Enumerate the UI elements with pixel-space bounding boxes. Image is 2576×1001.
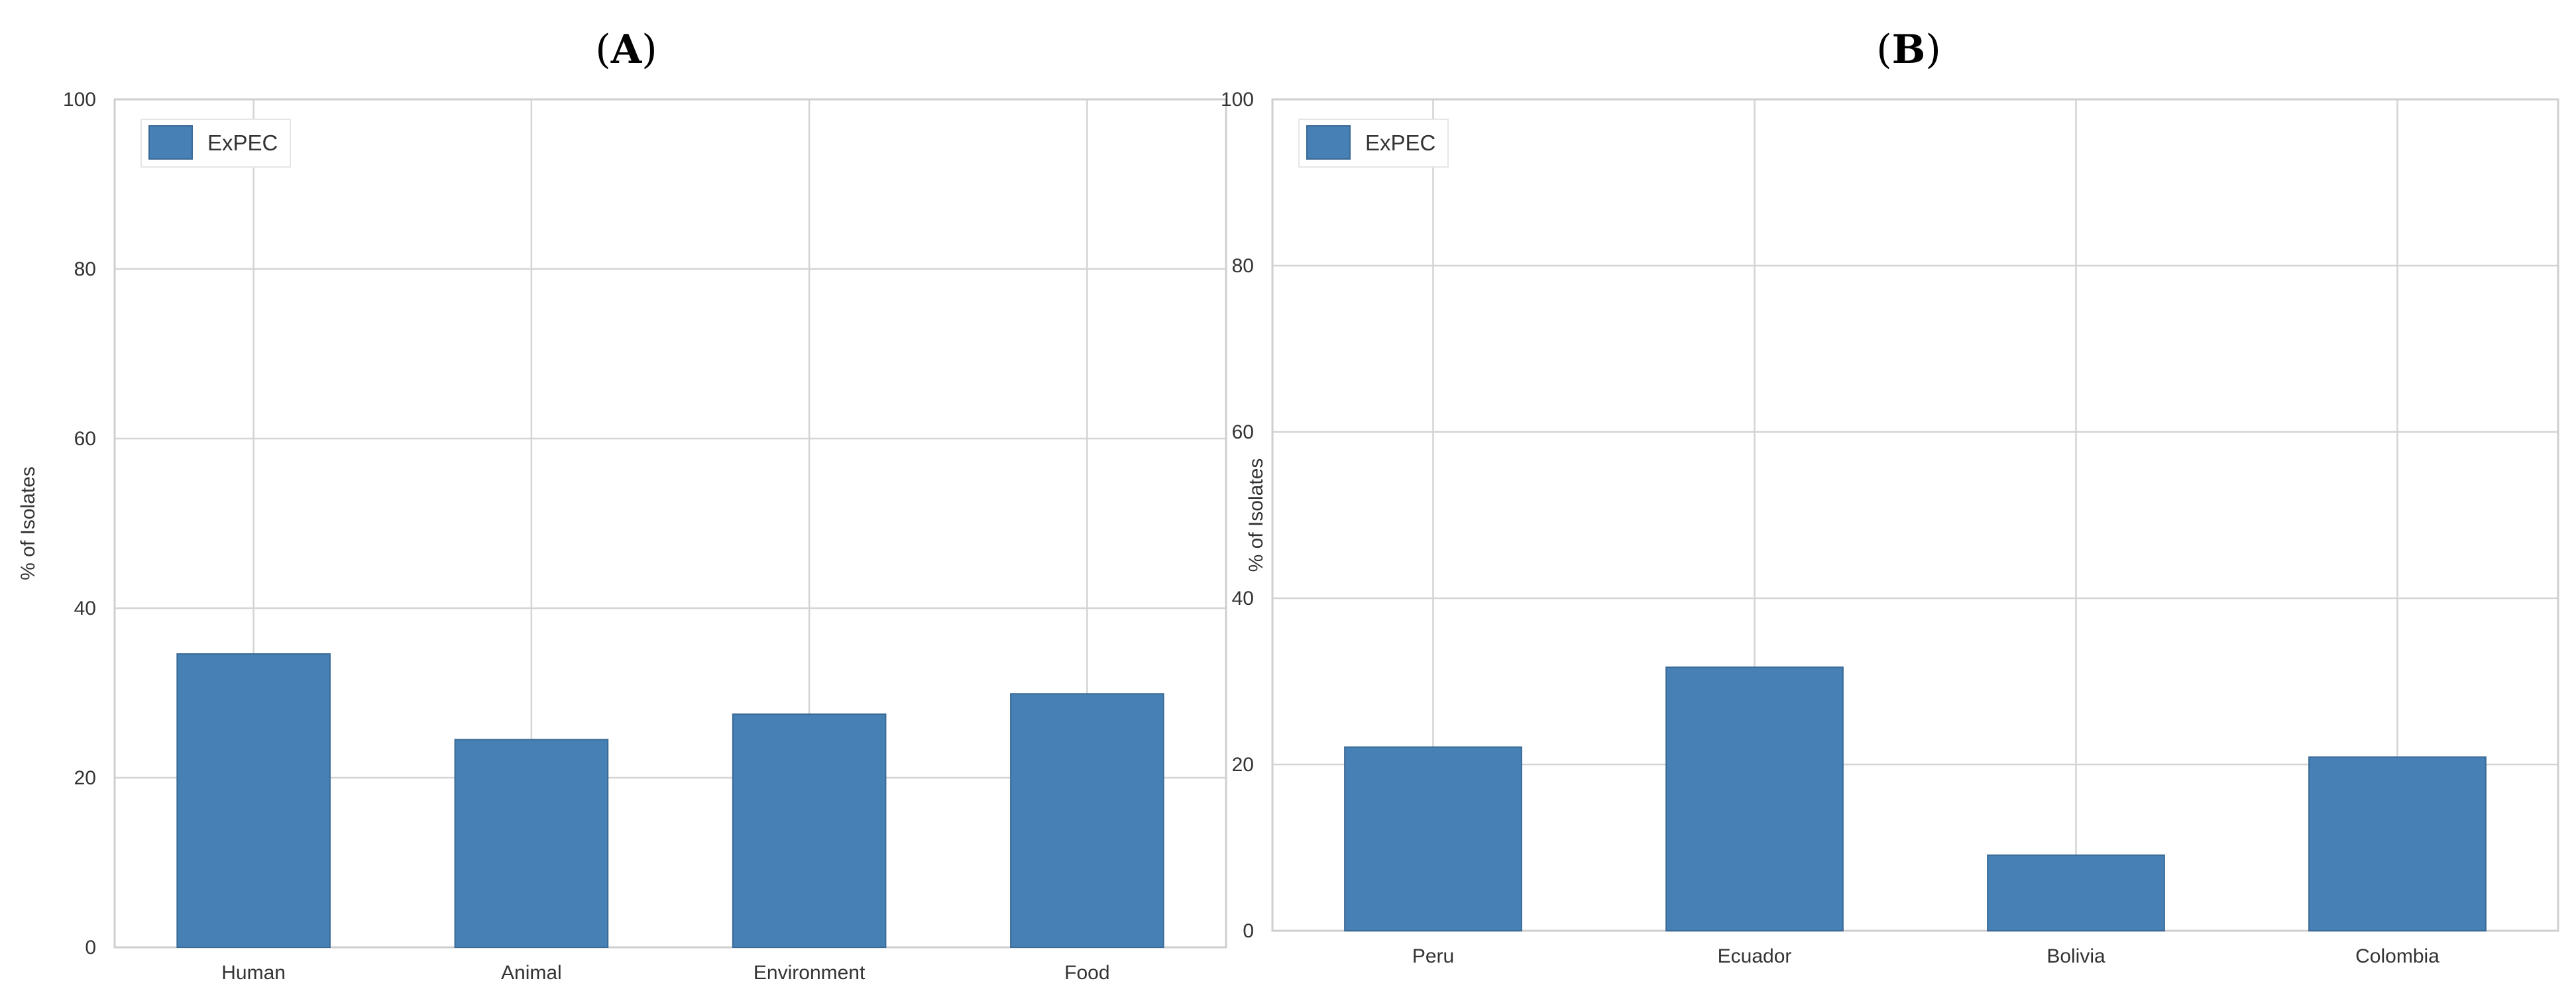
panel-a: (A) 0 20 40 60 80 100 Human Animal Environment Foo… (17, 26, 1227, 984)
panel-title: (A) (595, 26, 657, 73)
y-tick-label: 0 (85, 937, 96, 959)
y-tick-label: 60 (74, 428, 96, 450)
bar-human (176, 653, 331, 948)
plot-frame (1271, 98, 2559, 932)
legend-label: ExPEC (207, 131, 278, 155)
y-axis-label: % of Isolates (1245, 458, 1267, 572)
panel-title-close-paren: ) (1925, 26, 1940, 73)
panel-title-letter: A (610, 26, 643, 73)
bar-colombia (2308, 756, 2487, 931)
bar-animal (454, 739, 609, 949)
panel-title-open-paren: ( (1876, 26, 1891, 73)
legend: ExPEC (140, 119, 291, 168)
panel-b: (B) 0 20 40 60 80 100 Peru Ecuador Bolivia Colombi… (1221, 26, 2559, 967)
y-tick-label: 80 (74, 258, 96, 280)
y-tick-label: 60 (1232, 421, 1254, 443)
bar-bolivia (1987, 854, 2165, 932)
x-tick-label: Bolivia (2046, 945, 2105, 967)
bar-ecuador (1665, 666, 1844, 931)
plot-frame (113, 98, 1227, 949)
panel-title-close-paren: ) (642, 26, 657, 73)
legend: ExPEC (1298, 119, 1449, 168)
y-tick-label: 40 (1232, 588, 1254, 609)
x-tick-label: Human (221, 962, 286, 984)
y-axis-label: % of Isolates (17, 466, 39, 580)
x-tick-label: Animal (501, 962, 562, 984)
y-tick-label: 80 (1232, 255, 1254, 277)
bar-environment (732, 713, 887, 948)
y-tick-label: 40 (74, 598, 96, 619)
x-tick-label: Environment (754, 962, 866, 984)
bar-peru (1344, 746, 1522, 932)
x-tick-label: Colombia (2355, 945, 2439, 967)
legend-swatch (1306, 125, 1351, 160)
panel-title-letter: B (1892, 26, 1926, 73)
y-tick-label: 100 (63, 89, 96, 111)
x-tick-label: Food (1064, 962, 1109, 984)
y-tick-label: 0 (1243, 920, 1254, 942)
legend-swatch (148, 125, 193, 160)
legend-label: ExPEC (1365, 131, 1435, 155)
x-tick-label: Peru (1412, 945, 1454, 967)
y-tick-label: 20 (1232, 754, 1254, 776)
y-tick-label: 100 (1221, 89, 1254, 111)
panel-title: (B) (1876, 26, 1941, 73)
bar-food (1010, 693, 1164, 949)
panel-title-open-paren: ( (595, 26, 610, 73)
x-tick-label: Ecuador (1718, 945, 1792, 967)
y-tick-label: 20 (74, 767, 96, 789)
